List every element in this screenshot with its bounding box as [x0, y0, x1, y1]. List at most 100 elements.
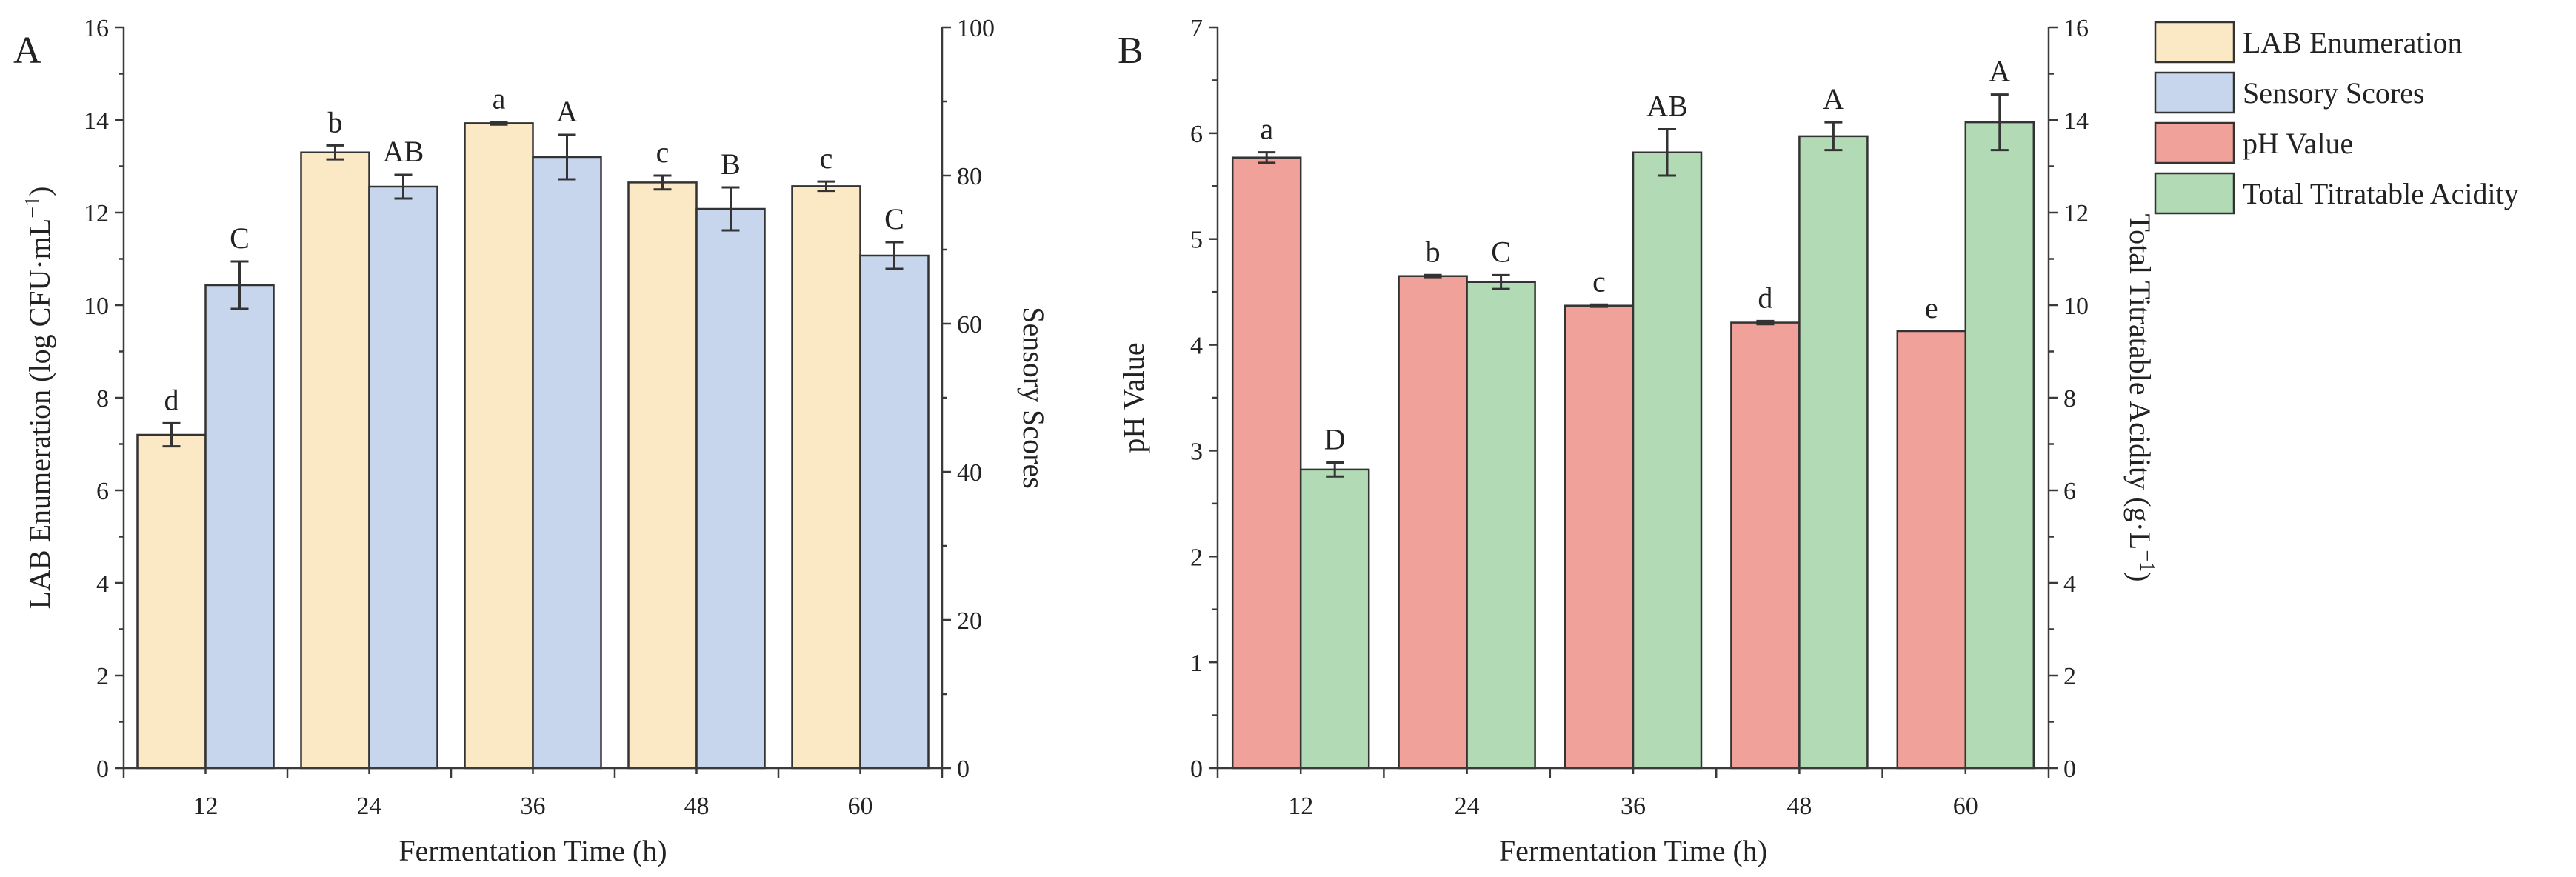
significance-letter: a	[493, 82, 506, 116]
y-right-tick-label: 14	[2063, 107, 2089, 135]
legend-label: Total Titratable Acidity	[2243, 177, 2519, 210]
panel-label: B	[1118, 30, 1144, 72]
y-left-tick-label: 5	[1190, 227, 1203, 254]
legend-swatch	[2154, 121, 2235, 164]
x-tick-label: 24	[357, 793, 382, 820]
y-left-tick-label: 12	[84, 200, 109, 227]
y-right-tick-label: 40	[957, 459, 982, 487]
legend-label: Sensory Scores	[2243, 76, 2425, 110]
error-bar	[1824, 121, 1843, 152]
legend-swatch	[2154, 172, 2235, 215]
legend-label: pH Value	[2243, 127, 2353, 160]
y-left-axis-label-sup: −1	[21, 196, 44, 219]
y-right-axis-label-main: Sensory Scores	[1017, 307, 1050, 489]
y-right-tick-label: 100	[957, 15, 995, 42]
error-bar	[817, 180, 835, 193]
bar	[1632, 151, 1703, 770]
significance-letter: d	[1758, 281, 1772, 314]
y-left-tick-label: 4	[1190, 333, 1203, 360]
bar	[1564, 304, 1635, 770]
x-tick-label: 12	[193, 793, 218, 820]
significance-letter: b	[1426, 235, 1441, 268]
y-right-tick-label: 60	[957, 311, 982, 339]
x-tick-label: 12	[1288, 793, 1313, 820]
y-left-tick-label: 10	[84, 293, 109, 320]
significance-letter: AB	[1646, 90, 1688, 123]
y-left-tick-label: 2	[1190, 544, 1203, 571]
significance-letter: B	[721, 147, 741, 181]
error-bar	[326, 144, 344, 161]
x-tick-label: 36	[1621, 793, 1646, 820]
y-left-tick-label: 14	[84, 107, 109, 135]
y-right-tick-label: 0	[2063, 756, 2076, 783]
y-left-axis-label-suffix: )	[23, 187, 56, 196]
bar	[532, 156, 602, 770]
bar	[1398, 275, 1468, 770]
y-right-axis-label: Sensory Scores	[1017, 307, 1050, 489]
x-axis-label: Fermentation Time (h)	[1499, 834, 1767, 867]
bar	[136, 433, 207, 770]
bar	[627, 181, 698, 770]
bar	[1730, 321, 1801, 770]
bar	[1964, 121, 2035, 770]
error-bar	[162, 421, 181, 448]
y-right-axis-label-sup: −1	[2135, 550, 2158, 572]
significance-letter: C	[230, 221, 250, 255]
y-right-tick-label: 6	[2063, 478, 2076, 505]
bar	[368, 185, 438, 770]
y-right-tick-label: 16	[2063, 15, 2089, 42]
y-right-tick-label: 4	[2063, 570, 2076, 598]
y-right-axis-label: Total Titratable Acidity (g·L−1)	[2123, 214, 2158, 582]
y-right-tick-label: 8	[2063, 385, 2076, 413]
x-tick-label: 60	[1953, 793, 1978, 820]
panel-label: A	[13, 30, 41, 72]
y-left-axis-label: LAB Enumeration (log CFU·mL−1)	[21, 187, 56, 610]
error-bar	[1492, 273, 1510, 290]
error-bar	[1990, 93, 2009, 152]
y-right-tick-label: 12	[2063, 200, 2089, 227]
y-left-tick-label: 2	[96, 663, 109, 690]
x-tick-label: 36	[521, 793, 546, 820]
error-bar	[1424, 273, 1442, 279]
y-left-tick-label: 7	[1190, 15, 1203, 42]
significance-letter: e	[1925, 291, 1938, 324]
bar	[859, 254, 930, 770]
y-left-axis-label: pH Value	[1117, 342, 1150, 453]
x-tick-label: 24	[1455, 793, 1480, 820]
y-left-tick-label: 16	[84, 15, 109, 42]
significance-letter: b	[328, 105, 343, 139]
legend-swatch	[2154, 21, 2235, 64]
significance-letter: c	[656, 136, 670, 169]
x-axis-label: Fermentation Time (h)	[398, 834, 667, 867]
error-bar	[1326, 461, 1344, 478]
y-right-tick-label: 80	[957, 163, 982, 190]
y-left-axis-label-main: LAB Enumeration (log CFU·mL	[23, 219, 56, 610]
x-tick-label: 60	[848, 793, 873, 820]
significance-letter: A	[1989, 55, 2010, 88]
y-left-tick-label: 3	[1190, 438, 1203, 465]
y-right-axis-label-suffix: )	[2123, 572, 2157, 581]
y-left-tick-label: 8	[96, 385, 109, 413]
significance-letter: C	[884, 202, 904, 236]
error-bar	[1756, 319, 1775, 326]
error-bar	[394, 173, 413, 200]
significance-letter: A	[556, 95, 578, 128]
bar	[1466, 281, 1536, 770]
legend-label: LAB Enumeration	[2243, 26, 2463, 59]
bar	[204, 284, 275, 770]
error-bar	[1658, 128, 1676, 177]
bar	[695, 207, 766, 770]
bar	[464, 122, 534, 770]
significance-letter: a	[1260, 113, 1273, 146]
legend-swatch	[2154, 71, 2235, 114]
y-right-tick-label: 10	[2063, 293, 2089, 320]
y-right-tick-label: 2	[2063, 663, 2076, 690]
error-bar	[1590, 303, 1608, 308]
bar	[1299, 468, 1370, 770]
bar	[300, 151, 370, 770]
error-bar	[558, 133, 576, 181]
y-left-tick-label: 4	[96, 570, 109, 598]
y-right-axis-label-main: Total Titratable Acidity (g·L	[2123, 214, 2157, 550]
